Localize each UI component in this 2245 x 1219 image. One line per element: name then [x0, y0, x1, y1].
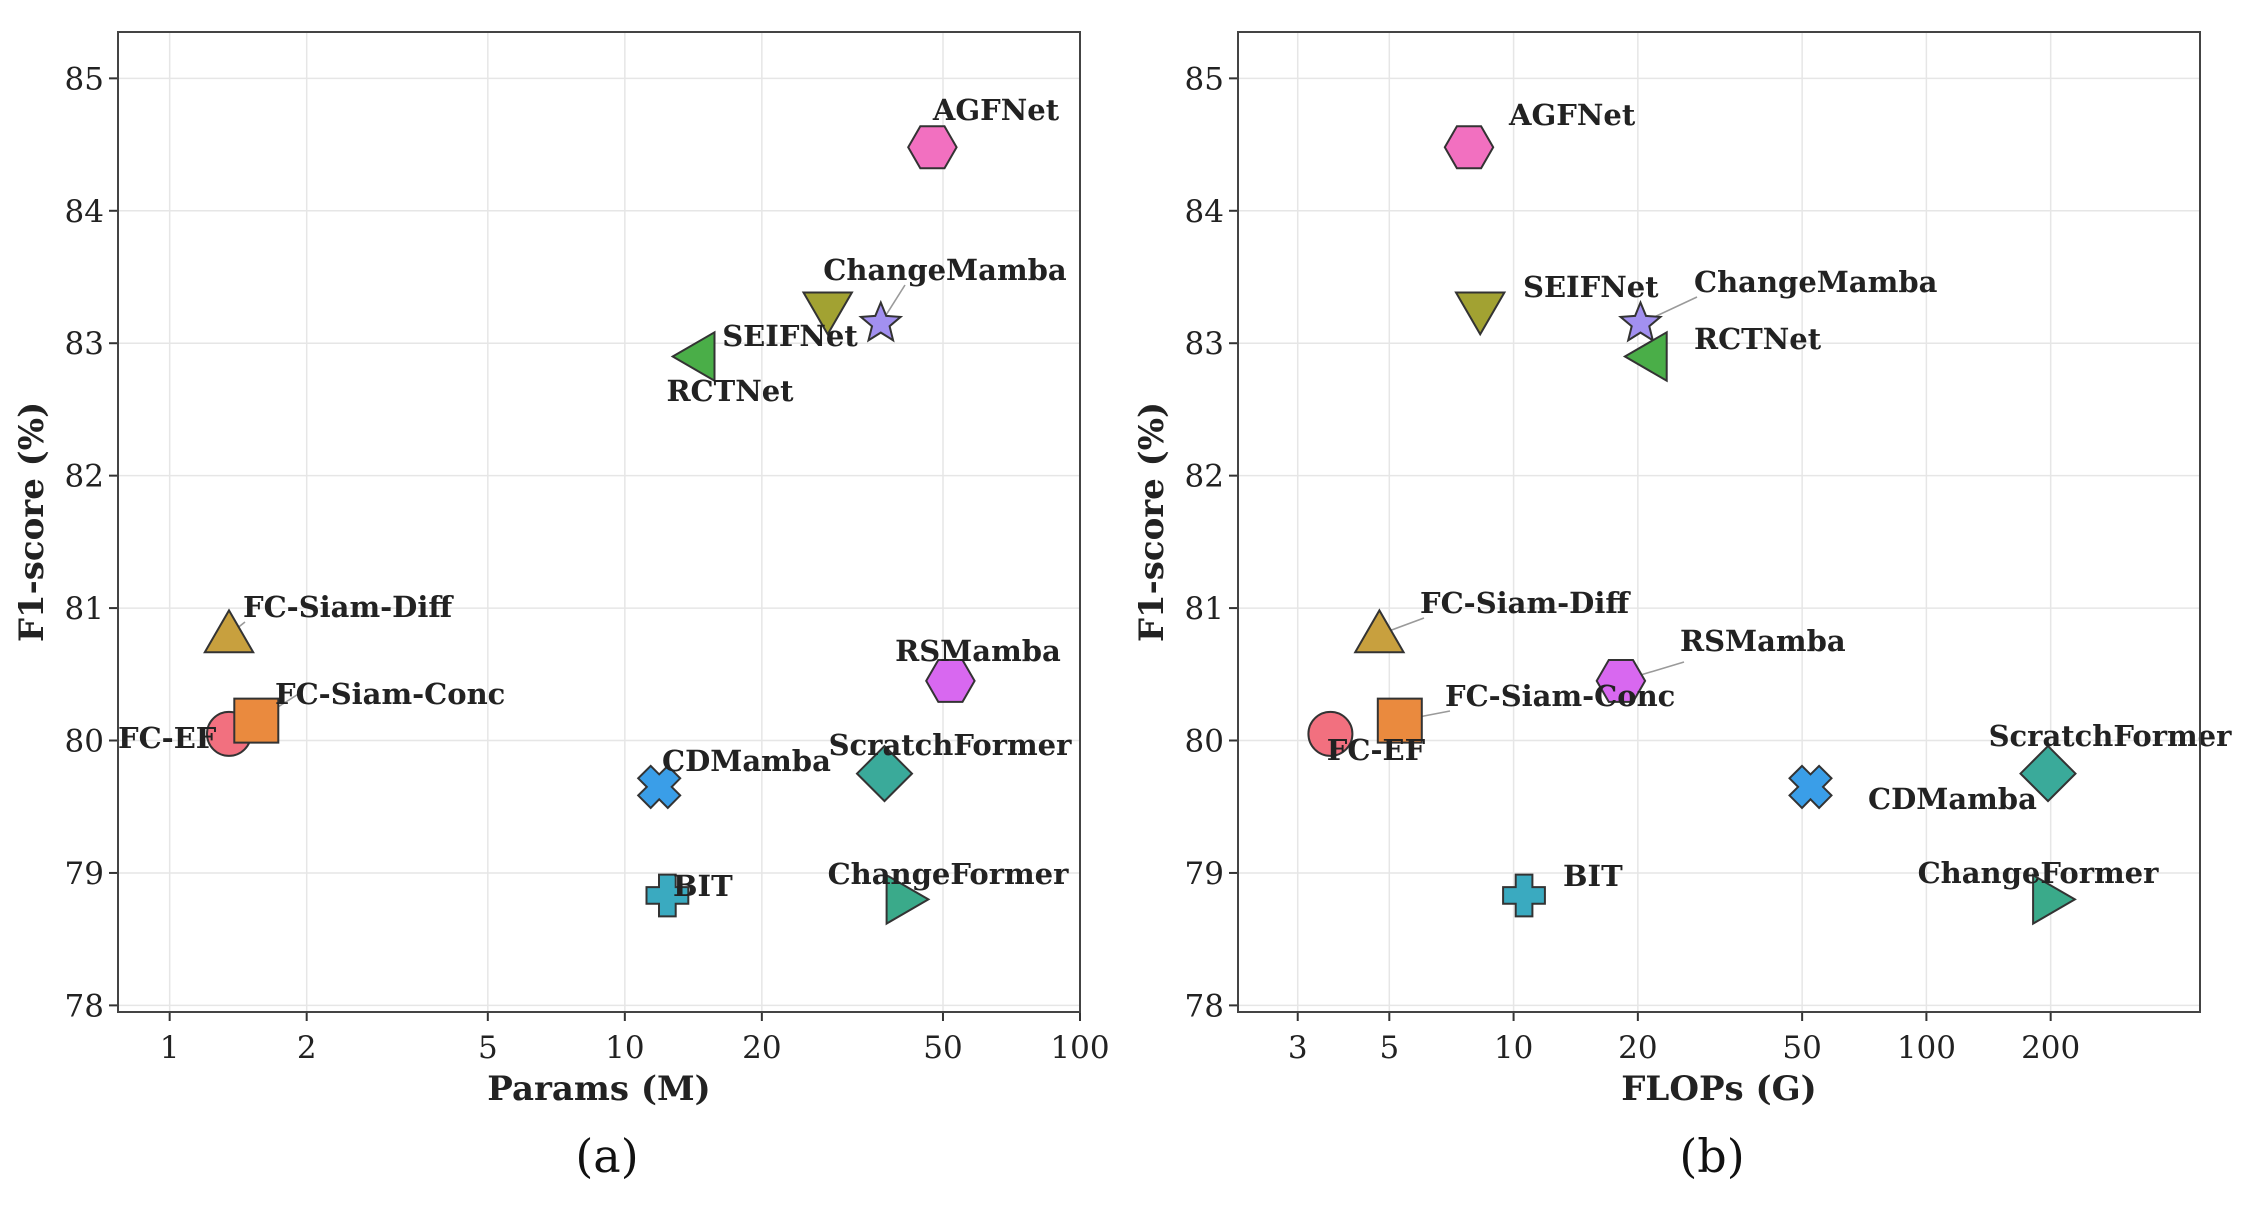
point-label-cdmamba: CDMamba — [662, 744, 831, 778]
point-label-fc-siam-conc: FC-Siam-Conc — [1445, 679, 1675, 713]
marker-fc-siam-conc — [233, 697, 280, 744]
x-tick-label: 100 — [1897, 1030, 1956, 1066]
y-tick-label: 78 — [65, 988, 104, 1024]
panel-a: 1 2 5 10 20 50 100 78 79 80 81 82 83 84 85 Params (M) F1… — [12, 31, 1110, 1183]
x-tick-label: 1 — [160, 1030, 180, 1066]
marker-cdmamba — [1788, 764, 1833, 810]
plot-area — [118, 32, 1080, 1012]
x-tick-label: 20 — [742, 1030, 781, 1066]
marker-rctnet — [670, 330, 716, 383]
x-tick-label: 50 — [1782, 1030, 1821, 1066]
x-tick-label: 3 — [1288, 1030, 1308, 1066]
x-tick-label: 200 — [2021, 1030, 2080, 1066]
y-tick-label: 80 — [1185, 724, 1224, 760]
point-label-fc-ef: FC-EF — [1327, 733, 1426, 767]
y-tick-label: 79 — [1185, 856, 1224, 892]
marker-fc-siam-diff — [1353, 608, 1406, 654]
x-tick-label: 50 — [923, 1030, 962, 1066]
panel-caption: (a) — [575, 1129, 638, 1183]
x-tick-label: 2 — [297, 1030, 317, 1066]
point-label-rctnet: RCTNet — [666, 374, 794, 408]
marker-changemamba — [1618, 299, 1663, 343]
point-label-seifnet: SEIFNet — [722, 319, 858, 353]
y-axis-title: F1-score (%) — [1132, 402, 1172, 642]
plot-frame — [1237, 31, 2201, 1013]
marker-cdmamba — [636, 764, 682, 810]
marker-agfnet — [1443, 125, 1495, 170]
y-tick-label: 82 — [65, 459, 104, 495]
marker-bit — [1502, 873, 1546, 918]
y-tick-label: 78 — [1185, 988, 1224, 1024]
x-tick-label: 20 — [1618, 1030, 1657, 1066]
panel-caption: (b) — [1679, 1129, 1744, 1183]
point-label-rsmamba: RSMamba — [1680, 624, 1846, 658]
point-label-fc-siam-diff: FC-Siam-Diff — [1420, 586, 1631, 620]
marker-fc-ef — [1307, 710, 1354, 757]
panel-b: 3 5 10 20 50 100 200 78 79 80 81 82 83 84 85 FLOPs (G) F… — [1132, 31, 2233, 1183]
marker-agfnet — [907, 125, 958, 170]
y-tick-label: 84 — [65, 194, 104, 230]
y-tick-label: 79 — [65, 856, 104, 892]
marker-scratchformer — [2019, 744, 2077, 803]
y-tick-label: 80 — [65, 724, 104, 760]
marker-fc-siam-conc — [1376, 697, 1423, 744]
x-tick-label: 10 — [1494, 1030, 1533, 1066]
marker-seifnet — [801, 291, 854, 337]
point-label-fc-siam-conc: FC-Siam-Conc — [275, 677, 505, 711]
marker-scratchformer — [855, 744, 914, 803]
marker-rctnet — [1622, 330, 1668, 383]
point-label-changeformer: ChangeFormer — [1918, 856, 2160, 890]
x-tick-label: 5 — [478, 1030, 498, 1066]
y-tick-label: 82 — [1185, 459, 1224, 495]
x-tick-label: 100 — [1050, 1030, 1109, 1066]
point-label-agfnet: AGFNet — [932, 93, 1060, 127]
y-tick-label: 85 — [1185, 61, 1224, 97]
point-label-bit: BIT — [1563, 859, 1623, 893]
plot-area — [1238, 32, 2200, 1012]
y-tick-label: 84 — [1185, 194, 1224, 230]
point-label-rsmamba: RSMamba — [895, 634, 1061, 668]
x-tick-label: 5 — [1379, 1030, 1399, 1066]
point-label-rctnet: RCTNet — [1694, 322, 1822, 356]
point-label-agfnet: AGFNet — [1508, 98, 1636, 132]
point-label-changeformer: ChangeFormer — [828, 857, 1070, 891]
y-tick-label: 81 — [65, 591, 104, 627]
marker-bit — [645, 873, 690, 918]
point-label-bit: BIT — [673, 869, 733, 903]
marker-changeformer — [885, 873, 931, 926]
point-label-fc-siam-diff: FC-Siam-Diff — [243, 590, 454, 624]
x-axis-title: Params (M) — [487, 1069, 710, 1109]
plot-frame — [117, 31, 1081, 1013]
point-label-cdmamba: CDMamba — [1868, 782, 2037, 816]
x-tick-label: 10 — [605, 1030, 644, 1066]
y-tick-label: 85 — [65, 61, 104, 97]
marker-changemamba — [858, 299, 904, 343]
point-label-changemamba: ChangeMamba — [1694, 265, 1938, 299]
marker-seifnet — [1454, 291, 1507, 337]
point-label-fc-ef: FC-EF — [118, 721, 217, 755]
point-label-scratchformer: ScratchFormer — [829, 728, 1073, 762]
y-tick-label: 83 — [65, 326, 104, 362]
marker-fc-siam-diff — [203, 608, 255, 654]
y-tick-label: 83 — [1185, 326, 1224, 362]
x-axis-title: FLOPs (G) — [1621, 1069, 1816, 1109]
marker-rsmamba — [925, 659, 976, 703]
y-tick-label: 81 — [1185, 591, 1224, 627]
point-label-scratchformer: ScratchFormer — [1989, 719, 2233, 753]
marker-changeformer — [2032, 873, 2077, 926]
marker-rsmamba — [1595, 659, 1647, 703]
y-axis-title: F1-score (%) — [12, 402, 52, 642]
point-label-seifnet: SEIFNet — [1523, 270, 1659, 304]
point-label-changemamba: ChangeMamba — [823, 253, 1067, 287]
